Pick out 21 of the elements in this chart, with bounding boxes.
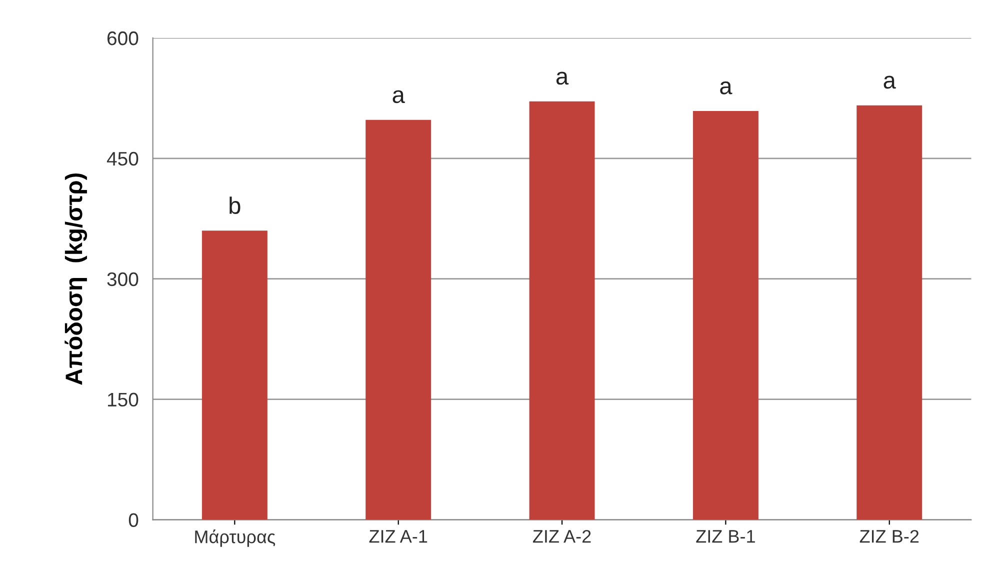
bar [529,101,595,520]
y-tick-label: 300 [107,272,138,286]
y-axis-title: Απόδοση (kg/στρ) [64,173,88,385]
y-tick-label: 450 [106,152,138,166]
annotation: a [556,72,569,85]
y-tick-label: 0 [128,513,138,527]
x-tick-label: ZIZ A-2 [532,530,591,543]
annotation: b [230,196,240,214]
bar [366,120,432,520]
x-tick-label: Μάρτυρας [195,529,276,547]
y-tick-label: 150 [108,392,138,407]
bar [856,105,922,520]
annotation: a [392,90,405,104]
y-tick-label: 600 [107,31,138,46]
x-tick-label: ZIZ A-1 [369,530,428,543]
x-tick-label: ZIZ B-2 [860,530,919,543]
bar [692,111,758,520]
bar [202,230,268,520]
annotation: a [720,81,732,94]
x-tick-label: ZIZ B-1 [696,530,755,543]
annotation: a [884,76,896,89]
